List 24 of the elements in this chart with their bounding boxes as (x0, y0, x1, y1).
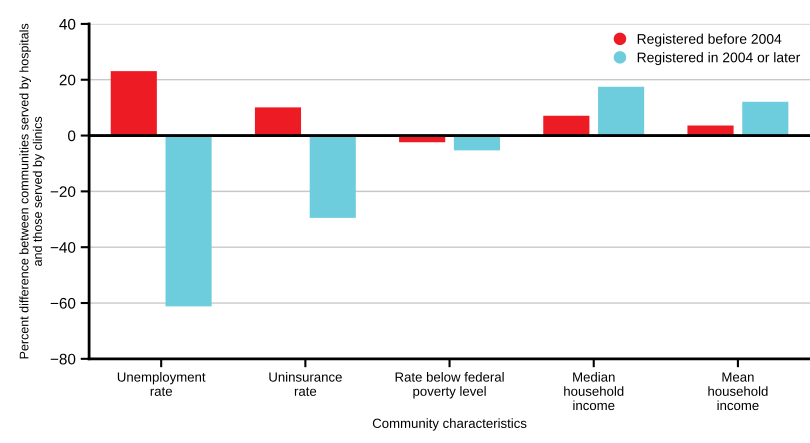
legend-label: Registered in 2004 or later (638, 52, 800, 66)
bar (110, 71, 157, 136)
y-axis-title: Percent difference between communities served by hospitals and those served by clinics (19, 24, 44, 358)
bar (310, 136, 356, 218)
y-tick-label: 20 (60, 74, 76, 86)
y-tick-label: −40 (50, 242, 76, 253)
x-tick-label: Rate below federal poverty level (396, 372, 504, 399)
bar (166, 136, 212, 306)
y-tick-label: −60 (50, 298, 76, 309)
x-tick-label: Unemployment rate (118, 372, 206, 396)
bar (598, 86, 644, 136)
bar (454, 136, 500, 150)
bar (543, 116, 590, 136)
y-tick-label: −20 (50, 186, 76, 198)
y-tick-label: 40 (59, 18, 76, 30)
x-tick-label: Median household income (564, 372, 624, 410)
legend-label: Registered before 2004 (638, 34, 782, 47)
x-tick-label: Uninsurance rate (269, 372, 342, 396)
x-axis-title: Community characteristics (372, 418, 526, 431)
bar (742, 102, 788, 136)
x-tick-label: Mean household income (708, 372, 768, 410)
y-tick-label: −80 (50, 354, 76, 365)
bar (254, 107, 302, 136)
y-tick-label: 0 (68, 130, 76, 142)
